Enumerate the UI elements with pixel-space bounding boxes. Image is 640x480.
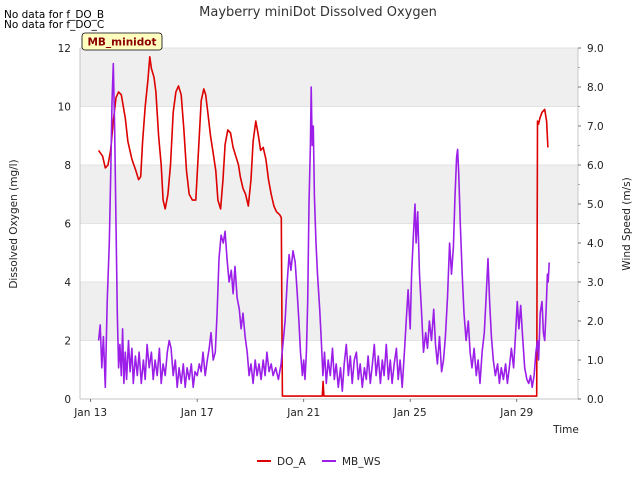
x-tick-label: Jan 21 [286, 407, 320, 419]
y2-tick-label: 1.0 [587, 355, 604, 367]
no-data-note-c: No data for f_DO_C [4, 19, 104, 31]
x-axis-title: Time [552, 424, 579, 436]
x-tick-label: Jan 25 [393, 407, 427, 419]
no-data-note-b: No data for f_DO_B [4, 9, 104, 21]
y2-tick-label: 9.0 [587, 43, 604, 55]
y2-tick-label: 0.0 [587, 394, 604, 406]
y2-axis-ticks: 0.0 1.0 2.0 3.0 4.0 5.0 6.0 7.0 8.0 9.0 [578, 43, 604, 406]
y2-tick-label: 5.0 [587, 199, 604, 211]
y2-tick-label: 2.0 [587, 316, 604, 328]
y2-axis-title: Wind Speed (m/s) [621, 177, 633, 270]
site-badge: MB_minidot [81, 32, 163, 51]
y-tick-label: 6 [64, 219, 71, 231]
x-tick-label: Jan 13 [73, 407, 107, 419]
y2-tick-label: 3.0 [587, 277, 604, 289]
background-band [80, 282, 578, 341]
y2-tick-label: 6.0 [587, 160, 604, 172]
legend-label-do-a: DO_A [277, 456, 307, 468]
y-tick-label: 0 [64, 394, 71, 406]
site-badge-label: MB_minidot [87, 37, 156, 49]
y2-tick-label: 4.0 [587, 238, 604, 250]
y-axis-title: Dissolved Oxygen (mg/l) [8, 159, 20, 288]
y-axis-ticks: 0 2 4 6 8 10 12 [58, 43, 72, 406]
background-band [80, 165, 578, 224]
y-tick-label: 10 [58, 102, 71, 114]
series-line-mb-ws [97, 62, 550, 392]
y-tick-label: 12 [58, 43, 71, 55]
chart-title: Mayberry miniDot Dissolved Oxygen [199, 5, 437, 20]
y-tick-label: 2 [64, 336, 71, 348]
y2-tick-label: 7.0 [587, 121, 604, 133]
series-line-do-a [97, 56, 549, 397]
y-tick-label: 4 [64, 277, 71, 289]
legend-label-mb-ws: MB_WS [342, 456, 381, 468]
x-tick-label: Jan 17 [180, 407, 214, 419]
series-layer [97, 56, 550, 397]
y2-tick-label: 8.0 [587, 82, 604, 94]
x-axis-ticks: Jan 13 Jan 17 Jan 21 Jan 25 Jan 29 [73, 399, 533, 419]
site-badge-box [81, 32, 163, 51]
y-tick-label: 8 [64, 160, 71, 172]
background-band [80, 48, 578, 107]
legend: DO_A MB_WS [257, 456, 381, 468]
x-tick-label: Jan 29 [499, 407, 533, 419]
